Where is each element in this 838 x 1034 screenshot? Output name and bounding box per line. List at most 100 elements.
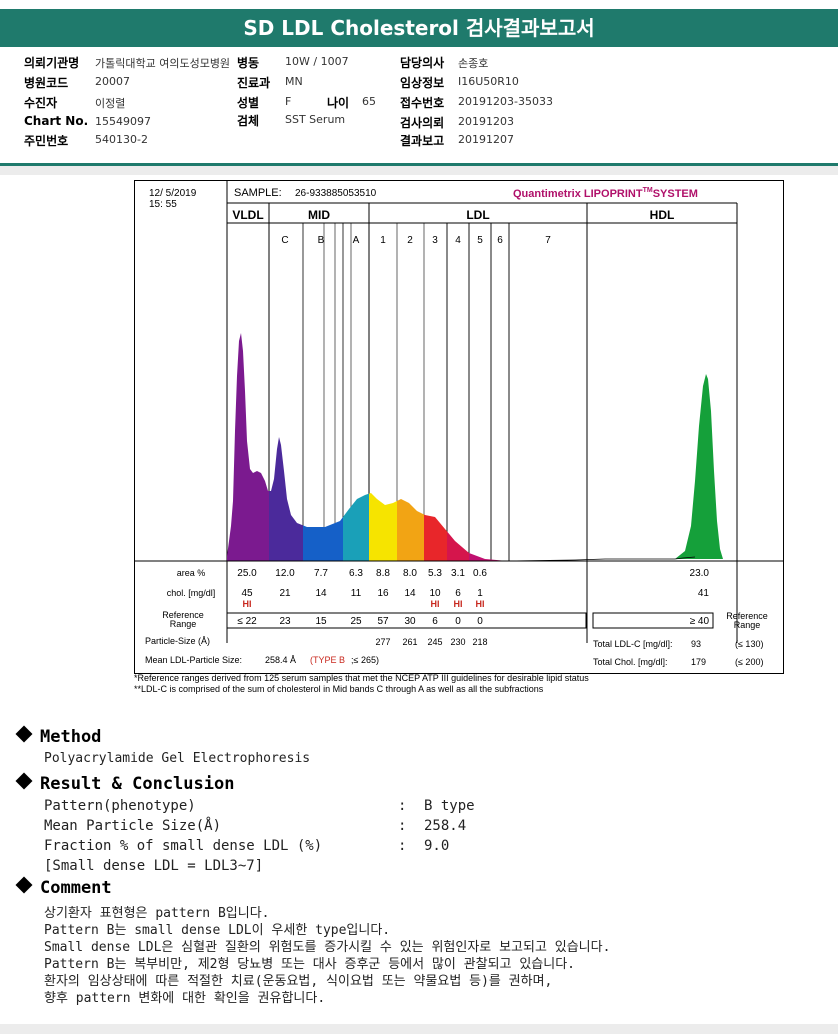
results-table: area % chol. [mg/dl] Reference Range Ref… (145, 561, 768, 667)
area-label: area % (177, 568, 206, 578)
diamond-bullet-icon (15, 876, 33, 894)
particle-size-value: 261 (402, 637, 417, 647)
comment-line: 상기환자 표현형은 pattern B입니다. (44, 906, 270, 921)
chol-value: 45 (241, 588, 253, 599)
receipt-no: 20191203-35033 (458, 95, 553, 108)
request-org-label: 의뢰기관명 (24, 56, 80, 70)
chol-value: 1 (477, 588, 483, 599)
sub-band-label: 4 (455, 235, 461, 246)
area-hdl: 23.0 (690, 568, 710, 579)
band-ldl: LDL (466, 208, 489, 222)
patient-label: 수진자 (24, 96, 58, 110)
result-value-fraction: 9.0 (424, 838, 450, 854)
result-label-fraction: Fraction % of small dense LDL (%) (44, 838, 323, 854)
area-value: 0.6 (473, 568, 487, 579)
area-value: 6.3 (349, 568, 363, 579)
chol-value: 14 (315, 588, 327, 599)
clinical-info: I16U50R10 (458, 75, 519, 88)
gray-band-bottom (0, 1024, 838, 1034)
divider (0, 163, 838, 166)
test-request-date: 20191203 (458, 115, 514, 128)
particle-size-value: 245 (427, 637, 442, 647)
result-colon: : (398, 838, 407, 854)
age: 65 (362, 95, 376, 108)
request-org: 가톨릭대학교 여의도성모병원 (95, 57, 231, 70)
ref-value: 15 (315, 616, 327, 627)
chol-value: 21 (279, 588, 291, 599)
sub-band-label: 3 (432, 235, 438, 246)
resident-no-label: 주민번호 (24, 134, 69, 148)
trace-hdl (675, 374, 723, 559)
trace-ldl4 (447, 531, 469, 561)
ref-hdl: ≥ 40 (690, 616, 710, 627)
hi-flag: HI (243, 599, 252, 609)
ref-right-label-1: Reference (726, 611, 768, 621)
result-note: [Small dense LDL = LDL3~7] (44, 858, 264, 874)
dept: MN (285, 75, 303, 88)
diamond-bullet-icon (15, 772, 33, 790)
total-ldl-value: 93 (691, 639, 701, 649)
electrophoresis-trace (227, 333, 723, 562)
test-request-label: 검사의뢰 (400, 116, 445, 130)
ref-right-label-2: Range (734, 620, 761, 630)
ref-range-box (226, 612, 587, 629)
area-value: 7.7 (314, 568, 328, 579)
area-value: 25.0 (237, 568, 257, 579)
chol-value: 11 (351, 588, 362, 599)
area-value: 8.8 (376, 568, 390, 579)
ref-label-1: Reference (162, 610, 204, 620)
area-value: 8.0 (403, 568, 417, 579)
result-colon: : (398, 798, 407, 814)
band-vldl: VLDL (232, 208, 263, 222)
trace-mid-b (303, 517, 343, 561)
particle-size-value: 218 (472, 637, 487, 647)
clinical-info-label: 임상정보 (400, 76, 445, 90)
lipoprint-report: 12/ 5/2019 15: 55 SAMPLE: 26-93388505351… (134, 180, 784, 674)
sex-label: 성별 (237, 96, 260, 110)
ref-value: 25 (350, 616, 362, 627)
ref-value: 23 (279, 616, 291, 627)
hi-flag: HI (454, 599, 463, 609)
ref-range-hdl-box (592, 612, 714, 629)
chol-value: 16 (377, 588, 389, 599)
sub-band-label: 5 (477, 235, 483, 246)
mean-ldl-type: (TYPE B (310, 655, 345, 665)
comment-line: 환자의 임상상태에 따른 적절한 치료(운동요법, 식이요법 또는 약물요법 등… (44, 974, 553, 989)
area-value: 12.0 (275, 568, 295, 579)
ref-value: 57 (377, 616, 389, 627)
specimen-label: 검체 (237, 114, 260, 128)
trace-vldl (227, 333, 269, 561)
total-chol-value: 179 (691, 657, 706, 667)
dept-label: 진료과 (237, 76, 271, 90)
result-heading: Result & Conclusion (15, 772, 234, 794)
method-text: Polyacrylamide Gel Electrophoresis (44, 751, 311, 766)
result-value-pattern: B type (424, 798, 475, 814)
comment-line: 향후 pattern 변화에 대한 확인을 권유합니다. (44, 991, 326, 1006)
brand-logo: Quantimetrix LIPOPRINTTMSYSTEM (513, 187, 698, 200)
specimen: SST Serum (285, 113, 346, 126)
total-chol-label: Total Chol. [mg/dl]: (593, 657, 668, 667)
area-value: 3.1 (451, 568, 465, 579)
report-title: SD LDL Cholesterol 검사결과보고서 (0, 9, 838, 47)
hospital-code-label: 병원코드 (24, 76, 69, 90)
trace-ldl3 (424, 514, 447, 561)
chol-label: chol. [mg/dl] (167, 588, 216, 598)
report-time: 15: 55 (149, 199, 177, 210)
patient-info: 의뢰기관명 가톨릭대학교 여의도성모병원 병원코드 20007 수진자 이정렬 … (0, 50, 838, 162)
comment-line: Small dense LDL은 심혈관 질환의 위험도를 증가시킬 수 있는 … (44, 940, 611, 955)
gray-band (0, 166, 838, 175)
mean-ldl-value: 258.4 Å (265, 655, 296, 665)
ref-value: 30 (404, 616, 416, 627)
receipt-no-label: 접수번호 (400, 96, 445, 110)
resident-no: 540130-2 (95, 133, 148, 146)
sample-id: 26-933885053510 (295, 188, 377, 199)
hospital-code: 20007 (95, 75, 130, 88)
age-label: 나이 (327, 96, 350, 110)
chol-value: 10 (429, 588, 441, 599)
trace-mid-c (269, 437, 303, 561)
chol-hdl: 41 (698, 588, 710, 599)
footnote-1: *Reference ranges derived from 125 serum… (134, 673, 589, 683)
result-report-label: 결과보고 (400, 134, 445, 148)
trace-baseline (506, 556, 696, 562)
sub-band-label: 1 (380, 235, 386, 246)
